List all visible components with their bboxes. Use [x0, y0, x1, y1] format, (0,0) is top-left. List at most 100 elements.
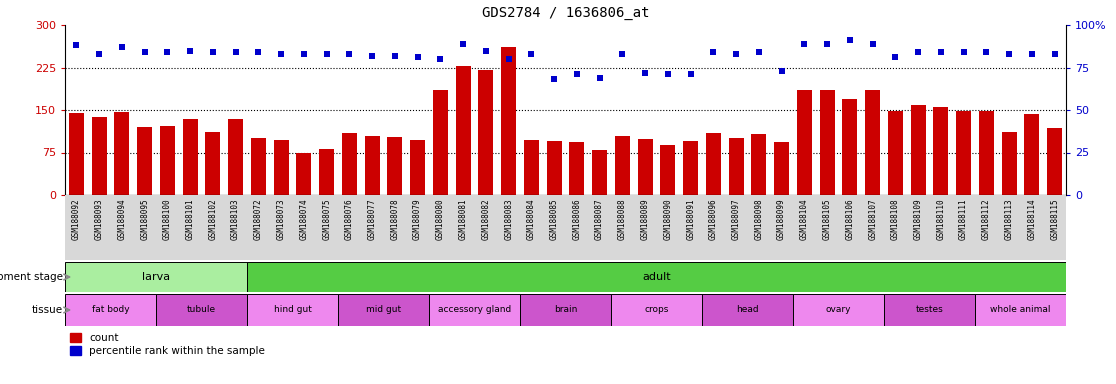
Point	[272, 51, 290, 57]
Bar	[429, 294, 520, 326]
Text: GSM188110: GSM188110	[936, 198, 945, 240]
Bar	[637, 139, 653, 195]
Point	[90, 51, 108, 57]
Point	[340, 51, 358, 57]
Text: GSM188099: GSM188099	[777, 198, 786, 240]
Text: GSM188102: GSM188102	[209, 198, 218, 240]
Text: crops: crops	[644, 306, 668, 314]
Point	[750, 49, 768, 55]
Bar	[160, 126, 175, 195]
Bar	[683, 141, 698, 195]
Title: GDS2784 / 1636806_at: GDS2784 / 1636806_at	[482, 6, 650, 20]
Point	[1023, 51, 1041, 57]
Text: GSM188084: GSM188084	[527, 198, 536, 240]
Point	[158, 49, 176, 55]
Bar	[661, 145, 675, 195]
Text: GSM188105: GSM188105	[822, 198, 831, 240]
Bar	[706, 132, 721, 195]
Text: GSM188076: GSM188076	[345, 198, 354, 240]
Point	[113, 44, 131, 50]
Point	[227, 49, 244, 55]
Legend: count, percentile rank within the sample: count, percentile rank within the sample	[70, 333, 264, 356]
Bar	[65, 294, 156, 326]
Point	[1046, 51, 1064, 57]
Bar	[729, 138, 743, 195]
Text: GSM188108: GSM188108	[891, 198, 899, 240]
Point	[910, 49, 927, 55]
Text: GSM188080: GSM188080	[436, 198, 445, 240]
Point	[477, 48, 494, 54]
Point	[250, 49, 268, 55]
Bar	[501, 46, 516, 195]
Bar	[115, 112, 129, 195]
Bar	[433, 90, 448, 195]
Text: ovary: ovary	[826, 306, 852, 314]
Text: GSM188079: GSM188079	[413, 198, 422, 240]
Text: GSM188087: GSM188087	[595, 198, 604, 240]
Text: GSM188095: GSM188095	[141, 198, 150, 240]
Bar	[956, 111, 971, 195]
Bar	[247, 262, 1066, 292]
Bar	[911, 106, 925, 195]
Text: GSM188101: GSM188101	[185, 198, 194, 240]
Text: GSM188107: GSM188107	[868, 198, 877, 240]
Text: GSM188096: GSM188096	[709, 198, 718, 240]
Bar	[593, 150, 607, 195]
Text: GSM188094: GSM188094	[117, 198, 126, 240]
Text: GSM188111: GSM188111	[959, 198, 968, 240]
Point	[318, 51, 336, 57]
Point	[978, 49, 995, 55]
Bar	[65, 262, 247, 292]
Text: adult: adult	[642, 272, 671, 282]
Point	[1000, 51, 1018, 57]
Point	[614, 51, 632, 57]
Bar	[229, 119, 243, 195]
Text: GSM188081: GSM188081	[459, 198, 468, 240]
Text: GSM188073: GSM188073	[277, 198, 286, 240]
Point	[954, 49, 972, 55]
Text: fat body: fat body	[92, 306, 129, 314]
Bar	[365, 136, 379, 195]
Text: tissue: tissue	[31, 305, 62, 315]
Point	[295, 51, 312, 57]
Bar	[975, 294, 1066, 326]
Bar	[455, 66, 471, 195]
Bar	[569, 142, 585, 195]
Text: accessory gland: accessory gland	[437, 306, 511, 314]
Text: mid gut: mid gut	[366, 306, 401, 314]
Point	[568, 71, 586, 77]
Text: GSM188106: GSM188106	[846, 198, 855, 240]
Bar	[865, 89, 881, 195]
Bar	[1002, 132, 1017, 195]
Point	[886, 54, 904, 60]
Text: larva: larva	[142, 272, 170, 282]
Bar	[319, 149, 334, 195]
Bar	[92, 117, 106, 195]
Point	[136, 49, 154, 55]
Point	[864, 41, 882, 47]
Bar	[547, 141, 561, 195]
Bar	[297, 152, 311, 195]
Point	[658, 71, 676, 77]
Text: GSM188097: GSM188097	[732, 198, 741, 240]
Point	[522, 51, 540, 57]
Bar	[888, 111, 903, 195]
Bar	[525, 140, 539, 195]
Text: GSM188113: GSM188113	[1004, 198, 1013, 240]
Point	[841, 37, 859, 43]
Text: tubule: tubule	[187, 306, 217, 314]
Text: GSM188089: GSM188089	[641, 198, 650, 240]
Bar	[775, 142, 789, 195]
Point	[932, 49, 950, 55]
Bar	[1024, 114, 1039, 195]
Point	[772, 68, 790, 74]
Text: GSM188104: GSM188104	[800, 198, 809, 240]
Bar	[702, 294, 793, 326]
Text: GSM188112: GSM188112	[982, 198, 991, 240]
Bar	[338, 294, 429, 326]
Bar	[793, 294, 884, 326]
Bar	[411, 140, 425, 195]
Bar	[479, 70, 493, 195]
Text: GSM188115: GSM188115	[1050, 198, 1059, 240]
Bar	[273, 140, 289, 195]
